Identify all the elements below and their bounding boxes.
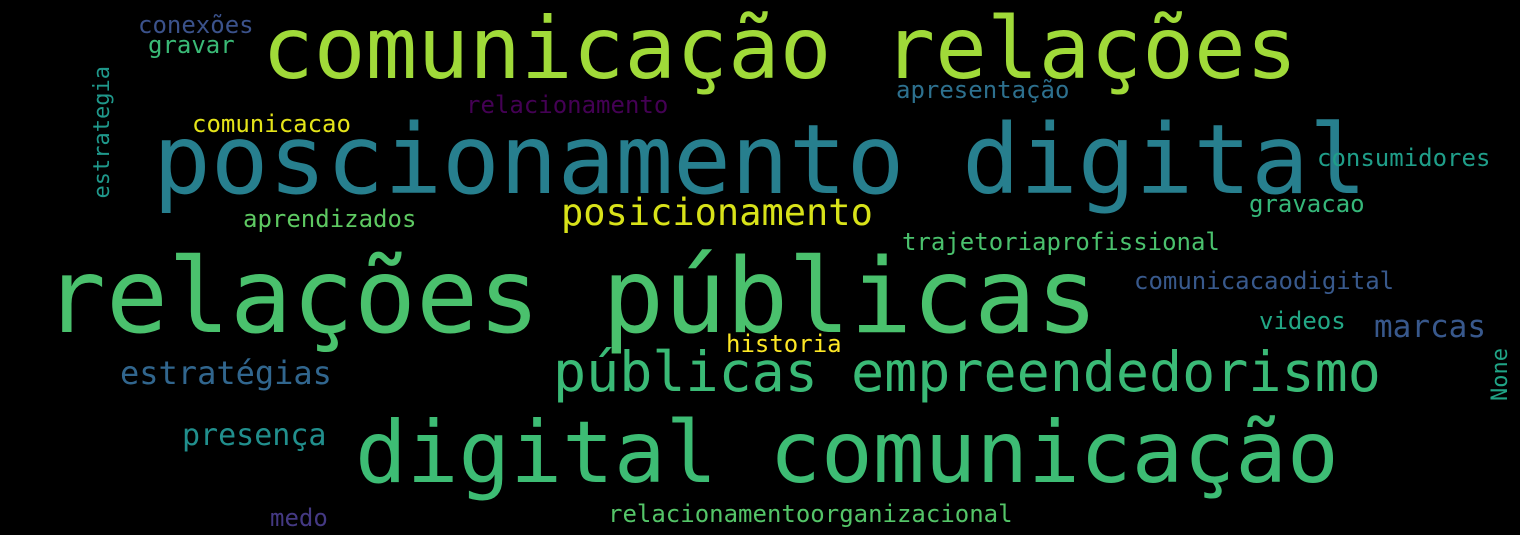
word-medo: medo [270, 504, 328, 532]
word-historia: historia [726, 330, 842, 358]
word-marcas: marcas [1374, 309, 1486, 345]
word-aprendizados: aprendizados [243, 205, 417, 233]
word-estrategias: estratégias [120, 354, 332, 392]
word-relacoes-publicas: relações públicas [44, 237, 1099, 357]
word-digital-comunicacao: digital comunicação [355, 403, 1339, 503]
word-relacionamento: relacionamento [466, 91, 669, 119]
word-trajetoriaprofissional: trajetoriaprofissional [902, 228, 1220, 256]
word-comunicacao-relacoes: comunicação relações [262, 0, 1298, 99]
word-none: None [1488, 348, 1513, 401]
word-conexoes: conexões [138, 11, 254, 39]
word-videos: videos [1259, 307, 1346, 335]
word-apresentacao: apresentação [896, 76, 1070, 104]
word-relacionamentoorganizacional: relacionamentoorganizacional [608, 500, 1013, 528]
word-gravacao: gravacao [1249, 190, 1365, 218]
word-estrategia: estrategia [90, 66, 115, 199]
word-poscionamento-digital: poscionamento digital [153, 104, 1367, 216]
word-comunicacaodigital: comunicacaodigital [1134, 267, 1395, 295]
word-comunicacao: comunicacao [192, 110, 351, 138]
word-presenca: presença [182, 418, 327, 453]
word-consumidores: consumidores [1317, 144, 1491, 172]
word-publicas-empreendedorismo: públicas empreendedorismo [553, 340, 1381, 404]
word-posicionamento: posicionamento [561, 191, 873, 234]
word-gravar: gravar [148, 31, 235, 59]
